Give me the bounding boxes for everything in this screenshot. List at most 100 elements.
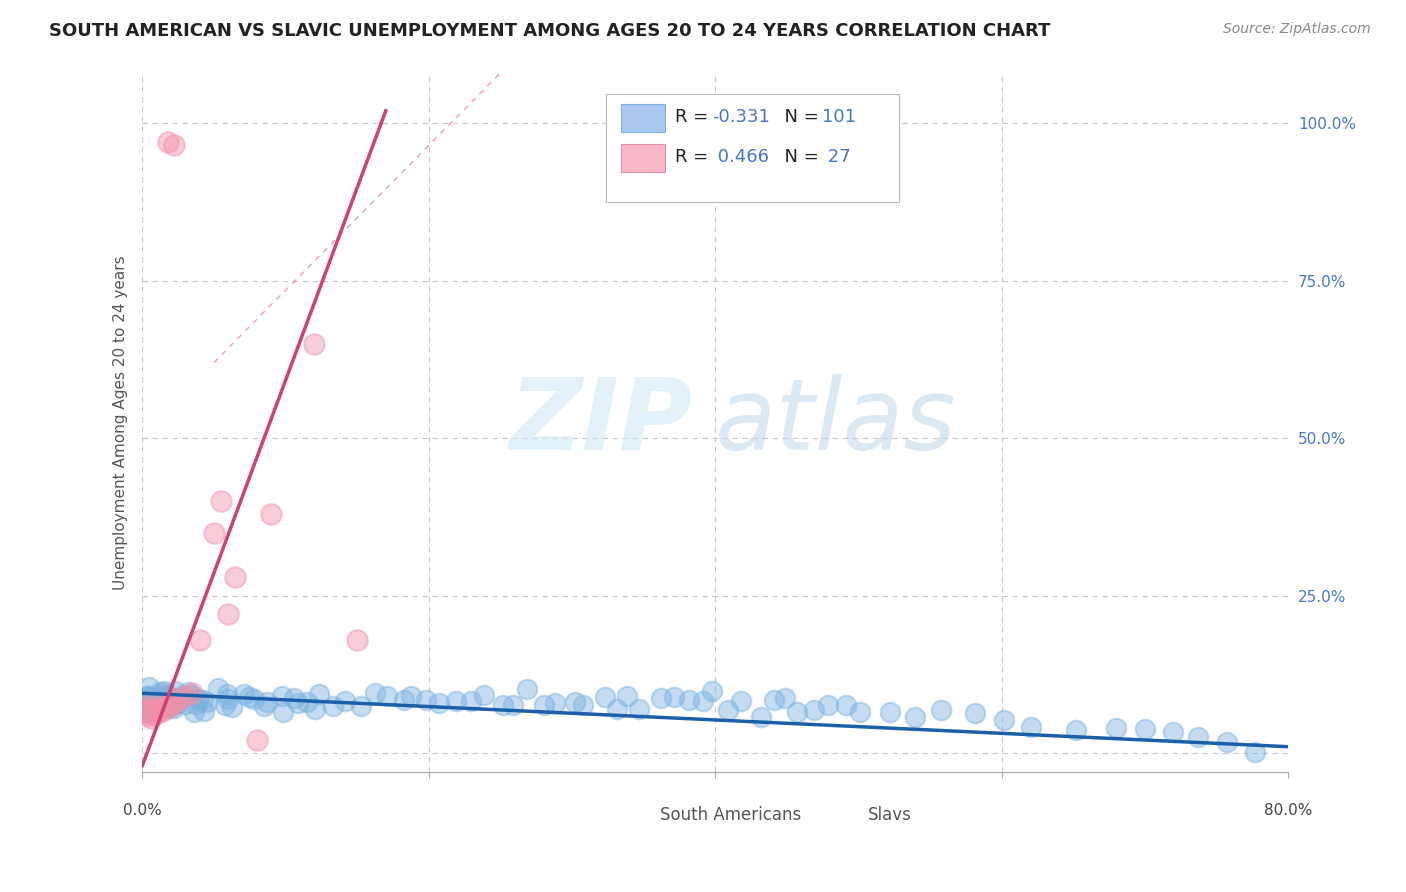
Text: N =: N = bbox=[772, 108, 824, 126]
Point bbox=[157, 135, 180, 149]
Point bbox=[1244, 745, 1267, 759]
Point bbox=[165, 698, 187, 712]
Point bbox=[138, 690, 160, 704]
Point bbox=[444, 694, 467, 708]
Point bbox=[606, 702, 628, 716]
Text: 0.0%: 0.0% bbox=[122, 804, 162, 818]
Point bbox=[678, 693, 700, 707]
Point bbox=[375, 690, 398, 704]
Point bbox=[543, 697, 565, 711]
Point bbox=[749, 710, 772, 724]
Point bbox=[308, 687, 330, 701]
Point bbox=[492, 698, 515, 713]
Point bbox=[304, 701, 326, 715]
Point bbox=[564, 695, 586, 709]
Y-axis label: Unemployment Among Ages 20 to 24 years: Unemployment Among Ages 20 to 24 years bbox=[114, 255, 128, 590]
Point bbox=[1161, 725, 1184, 739]
Point bbox=[238, 690, 260, 704]
Point bbox=[628, 702, 651, 716]
FancyBboxPatch shape bbox=[617, 805, 654, 828]
Point bbox=[350, 698, 373, 713]
Point bbox=[963, 706, 986, 721]
Point bbox=[138, 704, 160, 718]
Point bbox=[157, 701, 180, 715]
Text: SOUTH AMERICAN VS SLAVIC UNEMPLOYMENT AMONG AGES 20 TO 24 YEARS CORRELATION CHAR: SOUTH AMERICAN VS SLAVIC UNEMPLOYMENT AM… bbox=[49, 22, 1050, 40]
Point bbox=[181, 686, 204, 700]
Point bbox=[904, 710, 927, 724]
Point bbox=[322, 698, 344, 713]
Point bbox=[167, 692, 190, 706]
Point bbox=[160, 696, 183, 710]
Point bbox=[152, 695, 174, 709]
Text: 27: 27 bbox=[821, 148, 851, 166]
Point bbox=[145, 702, 167, 716]
Point bbox=[516, 681, 538, 696]
Text: Slavs: Slavs bbox=[868, 806, 911, 824]
Point bbox=[202, 525, 225, 540]
Point bbox=[177, 685, 200, 699]
Point bbox=[762, 693, 785, 707]
Point bbox=[207, 681, 229, 695]
Point bbox=[217, 607, 239, 622]
Point bbox=[157, 688, 180, 702]
Point bbox=[1019, 720, 1042, 734]
Point bbox=[145, 695, 167, 709]
Point bbox=[775, 690, 797, 705]
Point bbox=[399, 689, 422, 703]
Point bbox=[817, 698, 839, 712]
Point bbox=[460, 694, 482, 708]
Point bbox=[132, 705, 155, 719]
Text: N =: N = bbox=[772, 148, 824, 166]
Point bbox=[221, 700, 243, 714]
Point bbox=[242, 692, 264, 706]
Point bbox=[183, 705, 205, 719]
Point bbox=[138, 680, 160, 694]
Point bbox=[163, 138, 186, 153]
Point bbox=[224, 570, 246, 584]
Point bbox=[180, 689, 202, 703]
Point bbox=[184, 697, 207, 711]
Point bbox=[149, 698, 172, 713]
Point bbox=[134, 702, 156, 716]
Point bbox=[502, 698, 524, 712]
Point bbox=[136, 700, 159, 714]
Point bbox=[364, 686, 387, 700]
Point bbox=[174, 697, 197, 711]
Point bbox=[571, 698, 593, 712]
FancyBboxPatch shape bbox=[621, 104, 665, 132]
Point bbox=[146, 696, 169, 710]
Point bbox=[392, 693, 415, 707]
Point bbox=[533, 698, 555, 712]
Text: ZIP: ZIP bbox=[509, 374, 692, 471]
Point bbox=[138, 690, 160, 705]
Point bbox=[188, 632, 211, 647]
Text: 101: 101 bbox=[821, 108, 856, 126]
Point bbox=[142, 697, 165, 711]
Point bbox=[215, 687, 238, 701]
Point bbox=[246, 733, 269, 747]
Point bbox=[149, 684, 172, 698]
Text: -0.331: -0.331 bbox=[711, 108, 769, 126]
FancyBboxPatch shape bbox=[824, 805, 860, 828]
Point bbox=[929, 703, 952, 717]
Point bbox=[256, 695, 278, 709]
Point bbox=[157, 698, 180, 713]
Point bbox=[142, 708, 165, 723]
Point bbox=[141, 702, 163, 716]
Point bbox=[730, 694, 752, 708]
Point bbox=[700, 683, 723, 698]
Point bbox=[803, 703, 825, 717]
Text: South Americans: South Americans bbox=[661, 806, 801, 824]
Point bbox=[209, 494, 232, 508]
Point bbox=[150, 688, 173, 702]
Point bbox=[283, 691, 305, 706]
Text: R =: R = bbox=[675, 108, 714, 126]
Point bbox=[472, 688, 495, 702]
Point bbox=[335, 694, 357, 708]
Point bbox=[157, 691, 180, 706]
Point bbox=[879, 705, 901, 719]
FancyBboxPatch shape bbox=[621, 145, 665, 172]
Point bbox=[163, 697, 186, 711]
Point bbox=[136, 698, 159, 713]
Point bbox=[139, 711, 162, 725]
